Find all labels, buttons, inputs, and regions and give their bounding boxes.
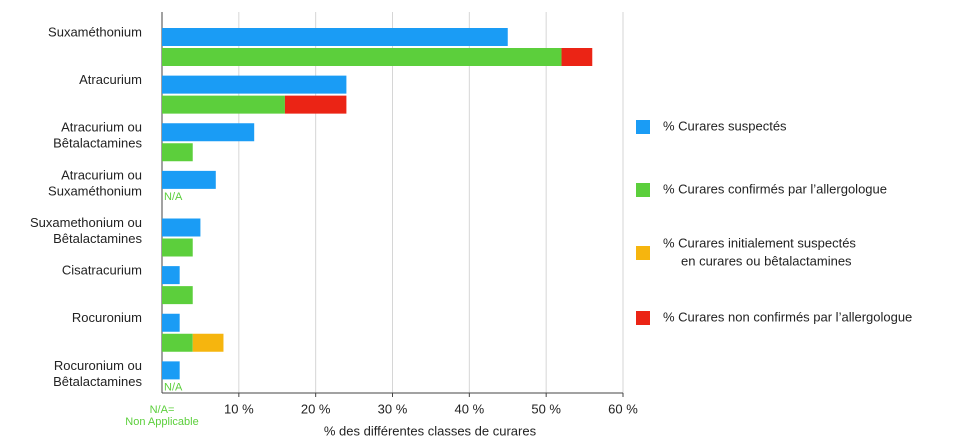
bar: [162, 266, 180, 285]
bar: [162, 286, 193, 305]
legend-swatch: [636, 246, 650, 260]
x-axis-label: % des différentes classes de curares: [324, 423, 537, 438]
y-tick-label: Cisatracurium: [62, 263, 142, 278]
legend-label: % Curares initialement suspectés: [663, 235, 856, 250]
legend-label: en curares ou bêtalactamines: [681, 253, 852, 268]
bar: [162, 28, 508, 46]
na-label: N/A: [164, 381, 183, 393]
y-tick-label: Rocuronium: [72, 310, 142, 325]
bar: [162, 333, 193, 352]
x-tick-label: 40 %: [455, 401, 485, 416]
bar: [162, 123, 255, 142]
y-tick-label: Suxaméthonium: [48, 24, 142, 39]
y-tick-label: Atracurium ou: [61, 167, 142, 182]
footnote: Non Applicable: [125, 416, 198, 428]
na-label: N/A: [164, 191, 183, 203]
legend-label: % Curares confirmés par l’allergologue: [663, 181, 887, 196]
y-tick-label: Suxaméthonium: [48, 183, 142, 198]
y-tick-label: Atracurium ou: [61, 120, 142, 135]
x-tick-label: 60 %: [608, 401, 638, 416]
y-tick-label: Bêtalactamines: [53, 231, 142, 246]
bar: [162, 313, 180, 332]
bar: [162, 218, 201, 237]
y-tick-label: Atracurium: [79, 72, 142, 87]
bar: [284, 95, 347, 114]
bar: [162, 143, 193, 162]
legend-label: % Curares non confirmés par l’allergolog…: [663, 309, 912, 324]
bar: [162, 75, 347, 94]
y-tick-label: Bêtalactamines: [53, 136, 142, 151]
legend-swatch: [636, 120, 650, 134]
y-tick-label: Suxamethonium ou: [30, 215, 142, 230]
legend-swatch: [636, 311, 650, 325]
x-tick-label: 50 %: [531, 401, 561, 416]
bar: [192, 333, 224, 352]
bar: [162, 238, 193, 257]
bar: [162, 48, 562, 66]
y-tick-label: Bêtalactamines: [53, 374, 142, 389]
footnote: N/A=: [150, 404, 175, 416]
bar: [162, 361, 180, 380]
y-tick-label: Rocuronium ou: [54, 358, 142, 373]
bar: [561, 48, 593, 66]
bar: [162, 170, 216, 189]
legend-swatch: [636, 183, 650, 197]
x-tick-label: 30 %: [378, 401, 408, 416]
bar: [162, 95, 285, 114]
x-tick-label: 20 %: [301, 401, 331, 416]
legend-label: % Curares suspectés: [663, 118, 787, 133]
x-tick-label: 10 %: [224, 401, 254, 416]
